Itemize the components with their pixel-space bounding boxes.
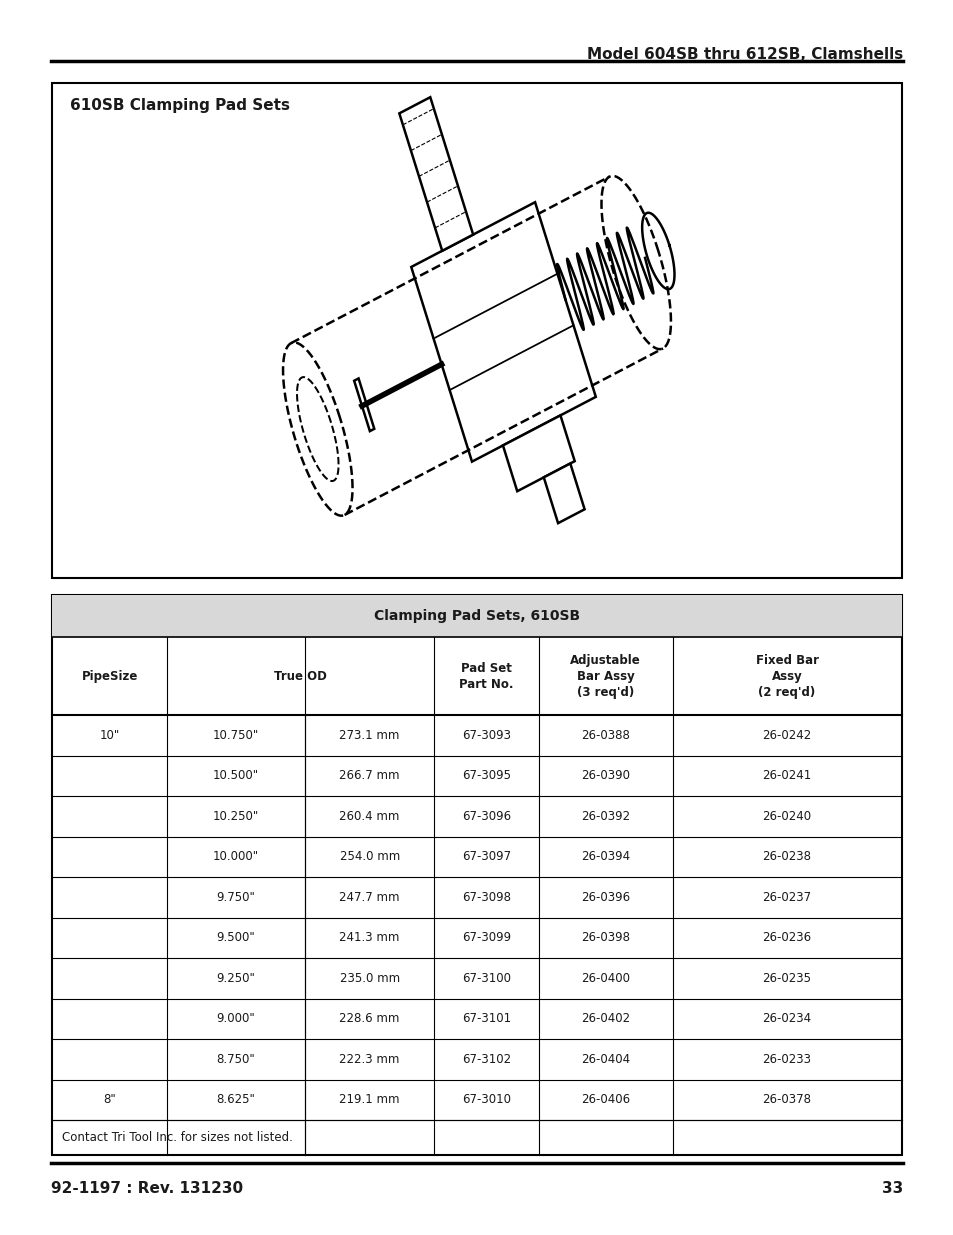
Text: 26-0242: 26-0242 <box>761 729 811 742</box>
Text: 254.0 mm: 254.0 mm <box>339 851 399 863</box>
Text: 9.000": 9.000" <box>216 1013 255 1025</box>
Text: Pad Set
Part No.: Pad Set Part No. <box>458 662 514 690</box>
Text: 26-0236: 26-0236 <box>761 931 811 945</box>
Text: 26-0406: 26-0406 <box>580 1093 630 1107</box>
Text: 9.250": 9.250" <box>216 972 255 984</box>
Text: 247.7 mm: 247.7 mm <box>339 890 399 904</box>
Text: 67-3101: 67-3101 <box>461 1013 511 1025</box>
Text: 26-0235: 26-0235 <box>761 972 811 984</box>
FancyBboxPatch shape <box>52 595 901 1155</box>
Text: 26-0237: 26-0237 <box>761 890 811 904</box>
Text: 26-0378: 26-0378 <box>761 1093 811 1107</box>
Text: 26-0233: 26-0233 <box>761 1053 811 1066</box>
Text: 26-0400: 26-0400 <box>580 972 630 984</box>
Text: 260.4 mm: 260.4 mm <box>339 810 399 823</box>
Text: 26-0240: 26-0240 <box>761 810 811 823</box>
Text: 33: 33 <box>882 1181 902 1195</box>
Text: 8.625": 8.625" <box>216 1093 255 1107</box>
Text: 219.1 mm: 219.1 mm <box>339 1093 399 1107</box>
Text: 26-0390: 26-0390 <box>580 769 630 782</box>
Text: Fixed Bar
Assy
(2 req'd): Fixed Bar Assy (2 req'd) <box>755 653 818 699</box>
Text: 67-3096: 67-3096 <box>461 810 511 823</box>
Text: Contact Tri Tool Inc. for sizes not listed.: Contact Tri Tool Inc. for sizes not list… <box>62 1131 293 1144</box>
Text: True OD: True OD <box>274 669 327 683</box>
Text: 26-0396: 26-0396 <box>580 890 630 904</box>
Text: 67-3093: 67-3093 <box>461 729 511 742</box>
Text: Adjustable
Bar Assy
(3 req'd): Adjustable Bar Assy (3 req'd) <box>570 653 640 699</box>
Text: 67-3095: 67-3095 <box>461 769 511 782</box>
Text: 10.000": 10.000" <box>213 851 259 863</box>
Text: 67-3100: 67-3100 <box>461 972 511 984</box>
Text: 67-3102: 67-3102 <box>461 1053 511 1066</box>
Text: 10": 10" <box>99 729 120 742</box>
Text: Clamping Pad Sets, 610SB: Clamping Pad Sets, 610SB <box>374 609 579 624</box>
Polygon shape <box>502 415 574 492</box>
FancyBboxPatch shape <box>52 83 901 578</box>
Text: 10.750": 10.750" <box>213 729 259 742</box>
Text: 67-3097: 67-3097 <box>461 851 511 863</box>
Text: 67-3010: 67-3010 <box>461 1093 511 1107</box>
Text: 610SB Clamping Pad Sets: 610SB Clamping Pad Sets <box>70 98 290 112</box>
Text: 26-0238: 26-0238 <box>761 851 811 863</box>
Text: 67-3099: 67-3099 <box>461 931 511 945</box>
Text: 9.500": 9.500" <box>216 931 255 945</box>
Text: 222.3 mm: 222.3 mm <box>339 1053 399 1066</box>
Text: 9.750": 9.750" <box>216 890 255 904</box>
Text: 26-0394: 26-0394 <box>580 851 630 863</box>
Text: 26-0392: 26-0392 <box>580 810 630 823</box>
Text: 10.250": 10.250" <box>213 810 259 823</box>
Text: 26-0241: 26-0241 <box>761 769 811 782</box>
Text: 10.500": 10.500" <box>213 769 259 782</box>
Text: 26-0402: 26-0402 <box>580 1013 630 1025</box>
Text: 67-3098: 67-3098 <box>461 890 511 904</box>
Text: 8": 8" <box>103 1093 116 1107</box>
Text: 26-0404: 26-0404 <box>580 1053 630 1066</box>
Text: 92-1197 : Rev. 131230: 92-1197 : Rev. 131230 <box>51 1181 242 1195</box>
Text: 228.6 mm: 228.6 mm <box>339 1013 399 1025</box>
Polygon shape <box>543 463 584 524</box>
Text: 266.7 mm: 266.7 mm <box>339 769 399 782</box>
FancyBboxPatch shape <box>52 595 901 637</box>
Text: PipeSize: PipeSize <box>81 669 138 683</box>
Text: 8.750": 8.750" <box>216 1053 255 1066</box>
Text: 235.0 mm: 235.0 mm <box>339 972 399 984</box>
Polygon shape <box>411 203 596 462</box>
Text: Model 604SB thru 612SB, Clamshells: Model 604SB thru 612SB, Clamshells <box>587 47 902 62</box>
Polygon shape <box>354 378 374 431</box>
FancyBboxPatch shape <box>303 636 307 715</box>
Text: 273.1 mm: 273.1 mm <box>339 729 399 742</box>
Polygon shape <box>399 98 473 251</box>
Text: 26-0398: 26-0398 <box>580 931 630 945</box>
Text: 241.3 mm: 241.3 mm <box>339 931 399 945</box>
Text: 26-0234: 26-0234 <box>761 1013 811 1025</box>
Text: 26-0388: 26-0388 <box>580 729 630 742</box>
